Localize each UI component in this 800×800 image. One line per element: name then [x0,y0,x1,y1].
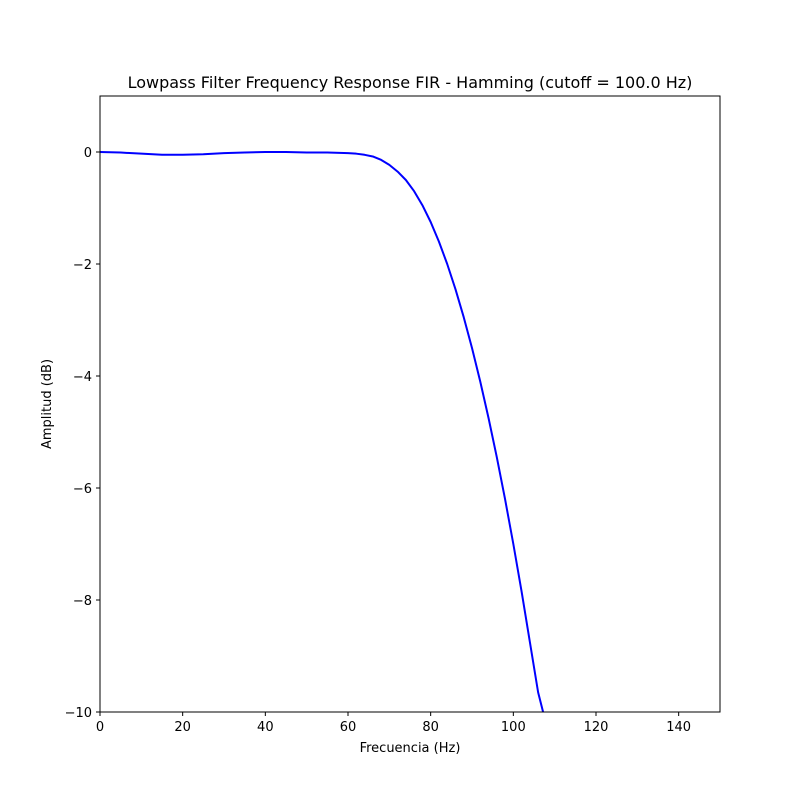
x-axis-label: Frecuencia (Hz) [360,741,461,756]
y-tick-label: 0 [84,146,92,161]
y-tick-label: −6 [73,482,92,497]
x-axis: 0 20 40 60 80 100 120 140 [96,712,691,735]
y-axis-label: Amplitud (dB) [40,359,55,449]
x-tick-label: 20 [174,720,191,735]
x-tick-label: 100 [501,720,526,735]
x-tick-label: 80 [422,720,439,735]
plot-frame [99,95,721,713]
y-tick-label: −8 [73,594,92,609]
x-tick-label: 120 [584,720,609,735]
y-tick-label: −2 [73,258,92,273]
x-tick-label: 40 [257,720,274,735]
x-tick-label: 60 [340,720,357,735]
x-tick-label: 0 [96,720,104,735]
y-tick-label: −10 [65,706,92,721]
series-line [99,151,545,713]
plot-area [99,95,721,713]
y-axis: 0 −2 −4 −6 −8 −10 [65,146,100,721]
x-tick-label: 140 [666,720,691,735]
y-tick-label: −4 [73,370,92,385]
chart-title: Lowpass Filter Frequency Response FIR - … [128,73,693,92]
